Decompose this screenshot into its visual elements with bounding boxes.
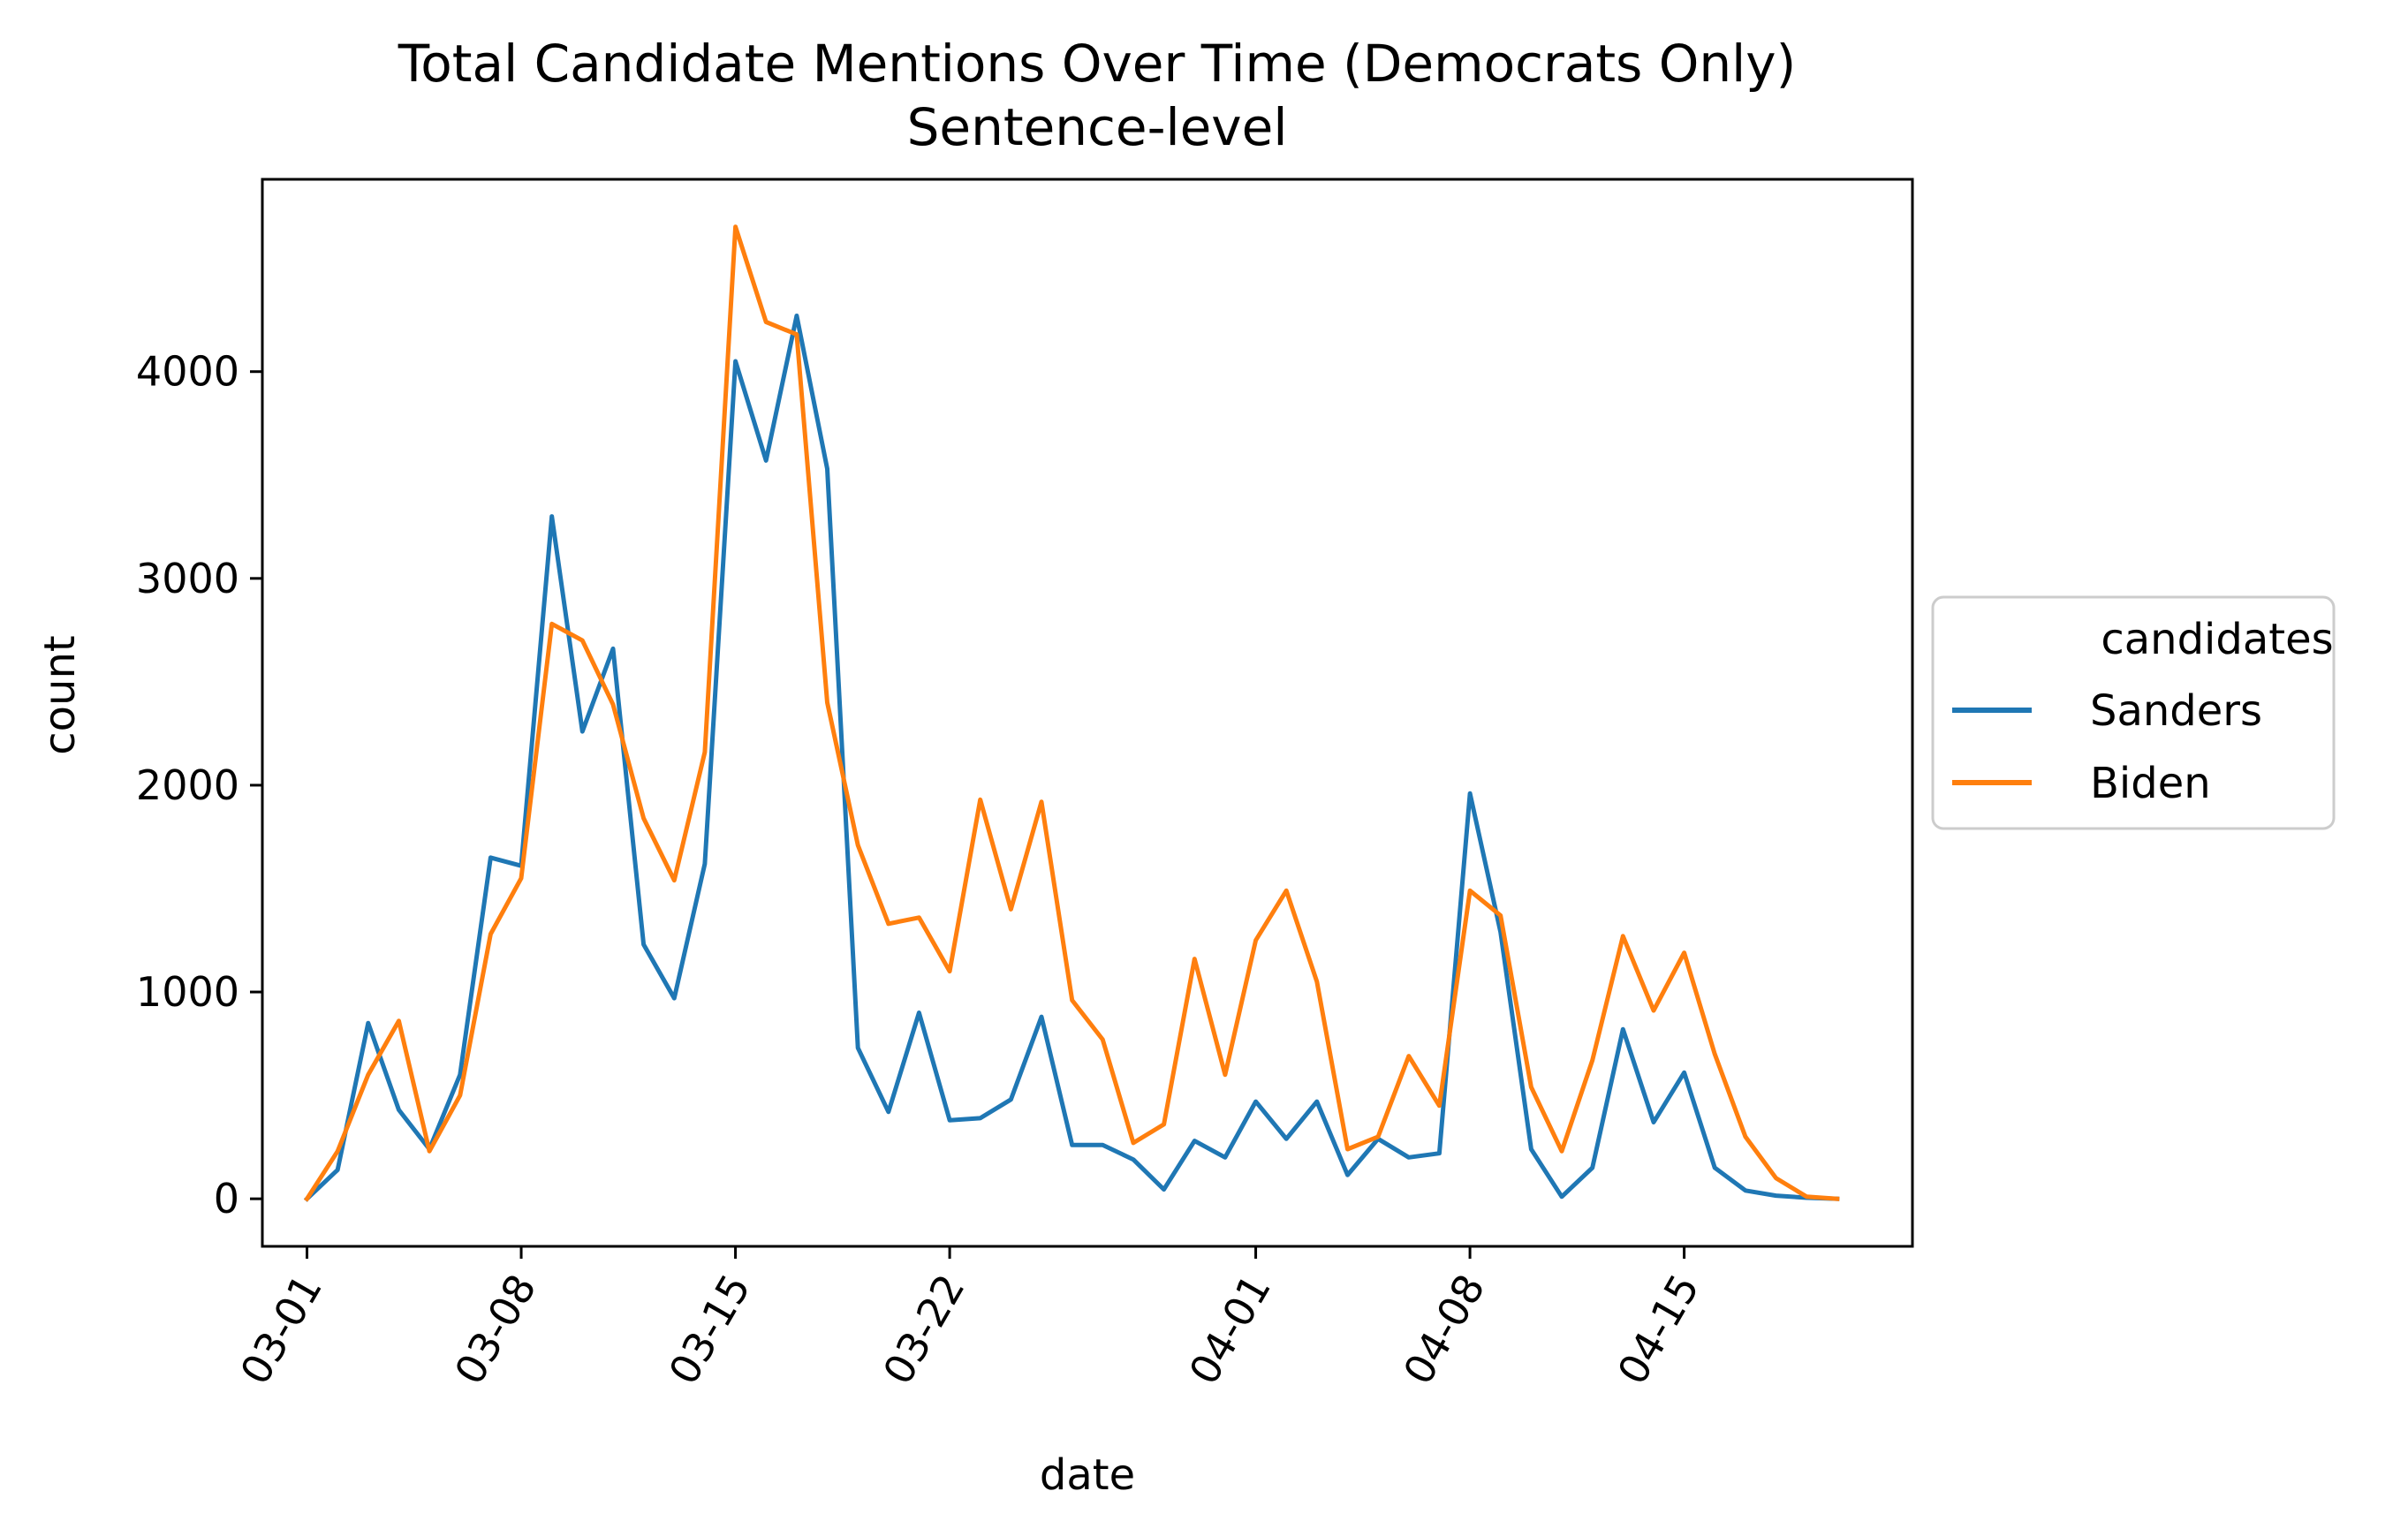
y-tick-label: 1000 xyxy=(136,968,239,1016)
y-tick-label: 3000 xyxy=(136,555,239,602)
legend-box xyxy=(1931,595,2336,830)
series-line-biden xyxy=(304,224,1840,1202)
x-axis-label: date xyxy=(1040,1450,1135,1500)
chart-subtitle: Sentence-level xyxy=(907,97,1288,157)
series-line-sanders xyxy=(303,314,1840,1202)
y-tick-label: 0 xyxy=(214,1175,239,1222)
legend-title: candidates xyxy=(2101,615,2333,664)
y-axis-label: count xyxy=(35,635,85,754)
legend-label-biden: Biden xyxy=(2090,759,2211,808)
y-tick-label: 4000 xyxy=(136,348,239,396)
chart-title: Total Candidate Mentions Over Time (Demo… xyxy=(398,34,1797,94)
legend: candidates Sanders Biden xyxy=(1931,595,2336,830)
legend-label-sanders: Sanders xyxy=(2090,686,2262,736)
y-tick-label: 2000 xyxy=(136,761,239,809)
series-group xyxy=(303,224,1840,1202)
plot-area-frame xyxy=(261,178,1914,1248)
y-axis: 0 1000 2000 3000 4000 xyxy=(136,348,262,1222)
